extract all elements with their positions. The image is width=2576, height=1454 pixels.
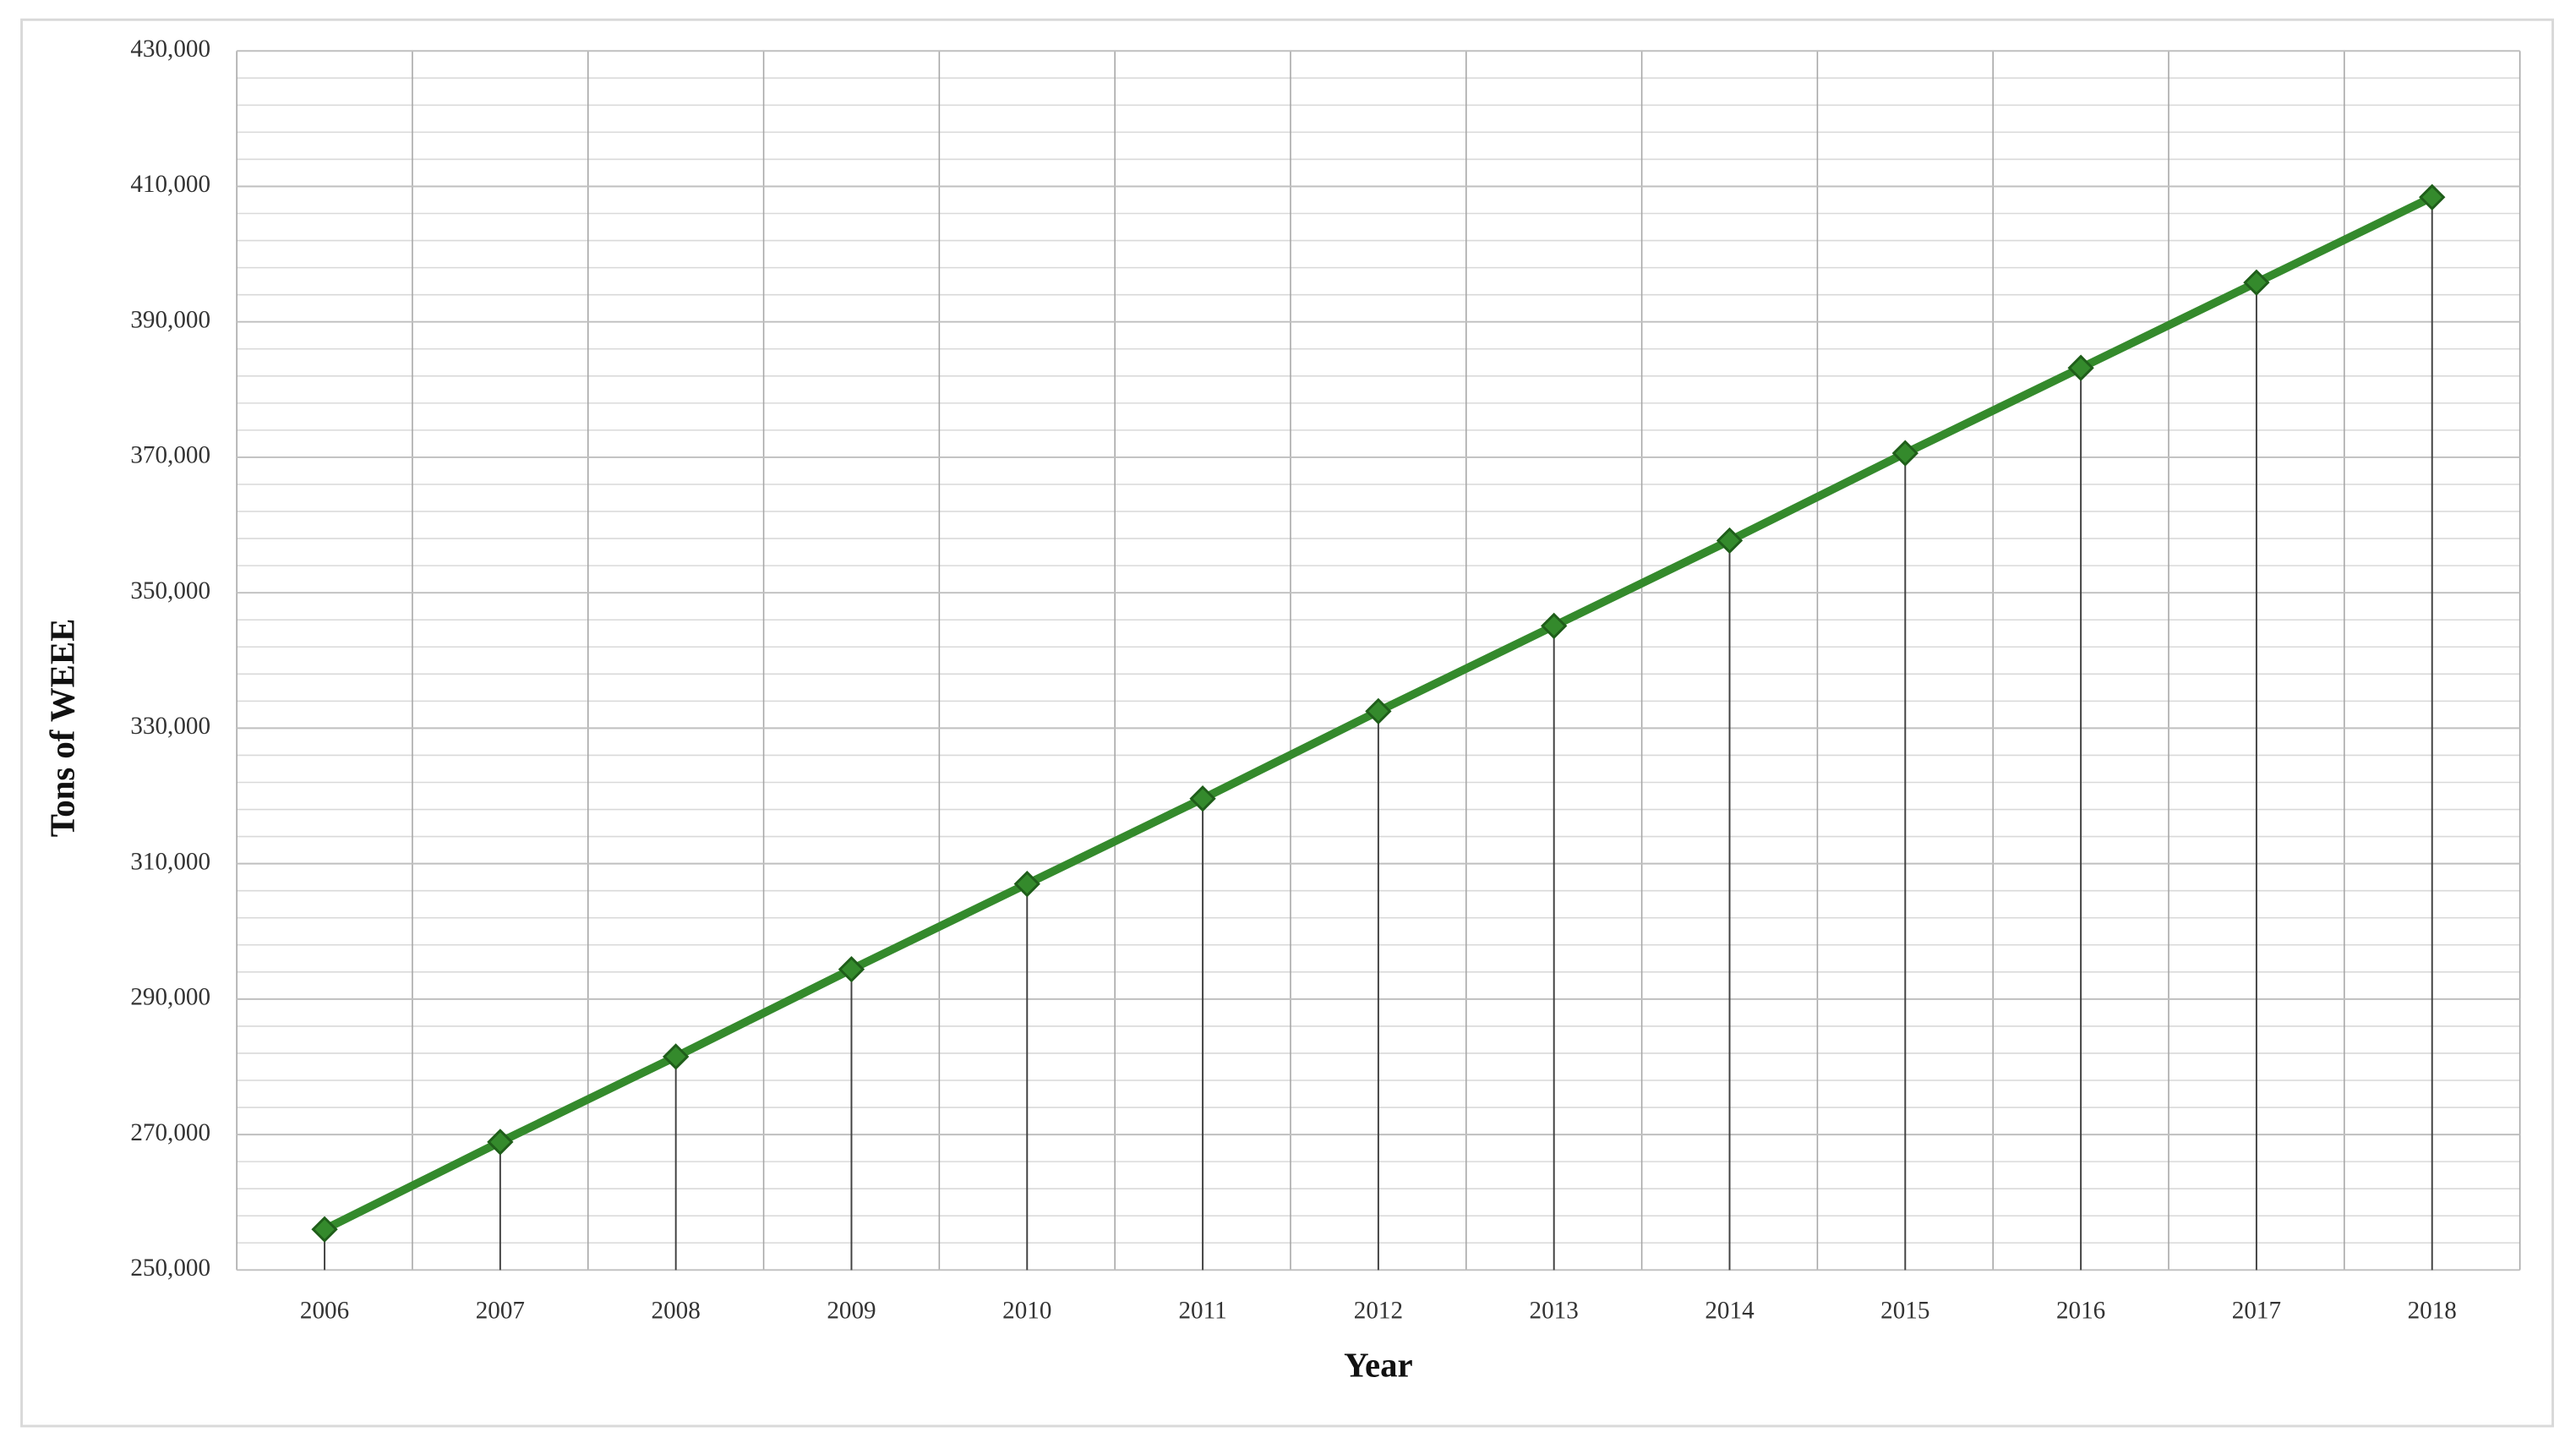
x-tick-label: 2009 <box>827 1298 876 1325</box>
data-point <box>2243 269 2270 296</box>
data-point <box>311 1216 338 1243</box>
y-tick-label: 410,000 <box>130 171 210 198</box>
y-tick-label: 250,000 <box>130 1254 210 1282</box>
data-point <box>1891 440 1918 467</box>
x-tick-label: 2018 <box>2408 1298 2457 1325</box>
y-tick-label: 270,000 <box>130 1119 210 1146</box>
x-tick-label: 2013 <box>1530 1298 1579 1325</box>
x-tick-label: 2011 <box>1178 1298 1226 1325</box>
y-tick-label: 310,000 <box>130 848 210 875</box>
data-point <box>487 1129 514 1156</box>
x-tick-label: 2016 <box>2056 1298 2105 1325</box>
data-point <box>838 955 865 983</box>
x-tick-label: 2015 <box>1880 1298 1929 1325</box>
x-tick-label: 2014 <box>1705 1298 1755 1325</box>
x-axis-title: Year <box>1344 1346 1413 1384</box>
data-point <box>2067 354 2094 381</box>
y-tick-label: 430,000 <box>130 36 210 63</box>
data-point <box>663 1043 690 1070</box>
y-tick-label: 390,000 <box>130 306 210 333</box>
y-tick-label: 290,000 <box>130 984 210 1011</box>
y-axis-title: Tons of WEEE <box>43 619 81 838</box>
y-tick-label: 370,000 <box>130 442 210 469</box>
x-tick-label: 2008 <box>652 1298 701 1325</box>
marks <box>311 183 2446 1271</box>
x-tick-label: 2012 <box>1354 1298 1403 1325</box>
x-tick-label: 2017 <box>2232 1298 2281 1325</box>
x-tick-label: 2007 <box>476 1298 525 1325</box>
data-point <box>1013 871 1040 898</box>
data-point <box>1365 697 1392 725</box>
y-tick-label: 330,000 <box>130 713 210 740</box>
x-tick-label: 2006 <box>300 1298 349 1325</box>
x-tick-label: 2010 <box>1002 1298 1051 1325</box>
data-point <box>1541 612 1568 640</box>
data-point <box>2419 183 2446 210</box>
chart-border <box>20 18 2554 1428</box>
y-tick-label: 350,000 <box>130 577 210 604</box>
data-point <box>1189 785 1216 812</box>
data-point <box>1716 527 1744 555</box>
